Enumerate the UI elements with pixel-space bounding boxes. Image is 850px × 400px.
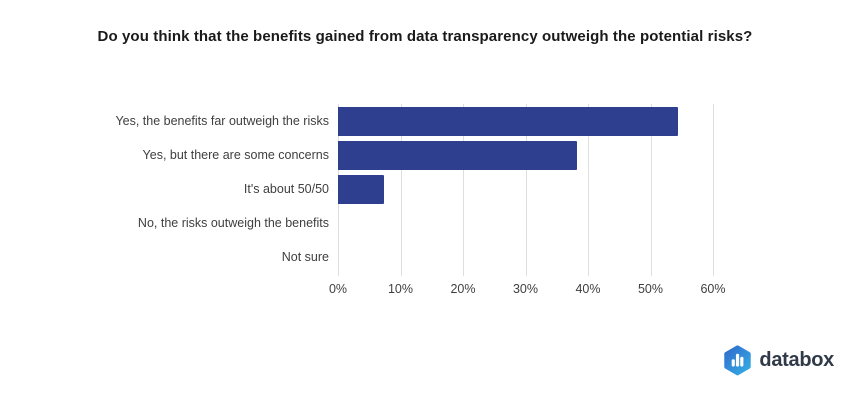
gridline — [400, 104, 402, 276]
plot-column: 0% 10% 20% 30% 40% 50% 60% — [329, 104, 726, 300]
category-label: Not sure — [281, 250, 329, 264]
chart-title: Do you think that the benefits gained fr… — [97, 28, 753, 45]
bar — [338, 106, 678, 136]
category-label: It's about 50/50 — [243, 182, 329, 196]
bars-layer — [338, 104, 725, 276]
bar-chart: Yes, the benefits far outweigh the risks… — [90, 104, 726, 300]
x-tick-label: 60% — [700, 282, 726, 296]
gridline — [713, 104, 714, 276]
gridline — [525, 104, 527, 276]
bar — [338, 174, 385, 204]
x-tick-label: 10% — [387, 282, 414, 296]
bar-row — [338, 172, 725, 206]
x-axis: 0% 10% 20% 30% 40% 50% 60% — [329, 282, 726, 300]
bar — [338, 140, 577, 170]
bar-row — [338, 206, 725, 240]
category-axis: Yes, the benefits far outweigh the risks… — [90, 104, 338, 300]
gridline — [650, 104, 652, 276]
category-label: Yes, the benefits far outweigh the risks — [115, 114, 329, 128]
category-label: Yes, but there are some concerns — [142, 148, 329, 162]
databox-logo: databox — [722, 344, 834, 376]
x-tick-label: 40% — [575, 282, 601, 296]
bar-chart-hexagon-icon — [724, 345, 752, 376]
bar-row — [338, 104, 725, 138]
x-tick-label: 30% — [512, 282, 539, 296]
bar-row — [338, 240, 725, 274]
plot-area — [338, 104, 725, 276]
gridline — [463, 104, 464, 276]
x-tick-label: 20% — [450, 282, 476, 296]
gridline — [588, 104, 589, 276]
x-tick-label: 0% — [328, 282, 348, 296]
x-tick-label: 50% — [637, 282, 664, 296]
databox-logo-text: databox — [759, 348, 834, 371]
category-label: No, the risks outweigh the benefits — [137, 216, 329, 230]
bar-row — [338, 138, 725, 172]
